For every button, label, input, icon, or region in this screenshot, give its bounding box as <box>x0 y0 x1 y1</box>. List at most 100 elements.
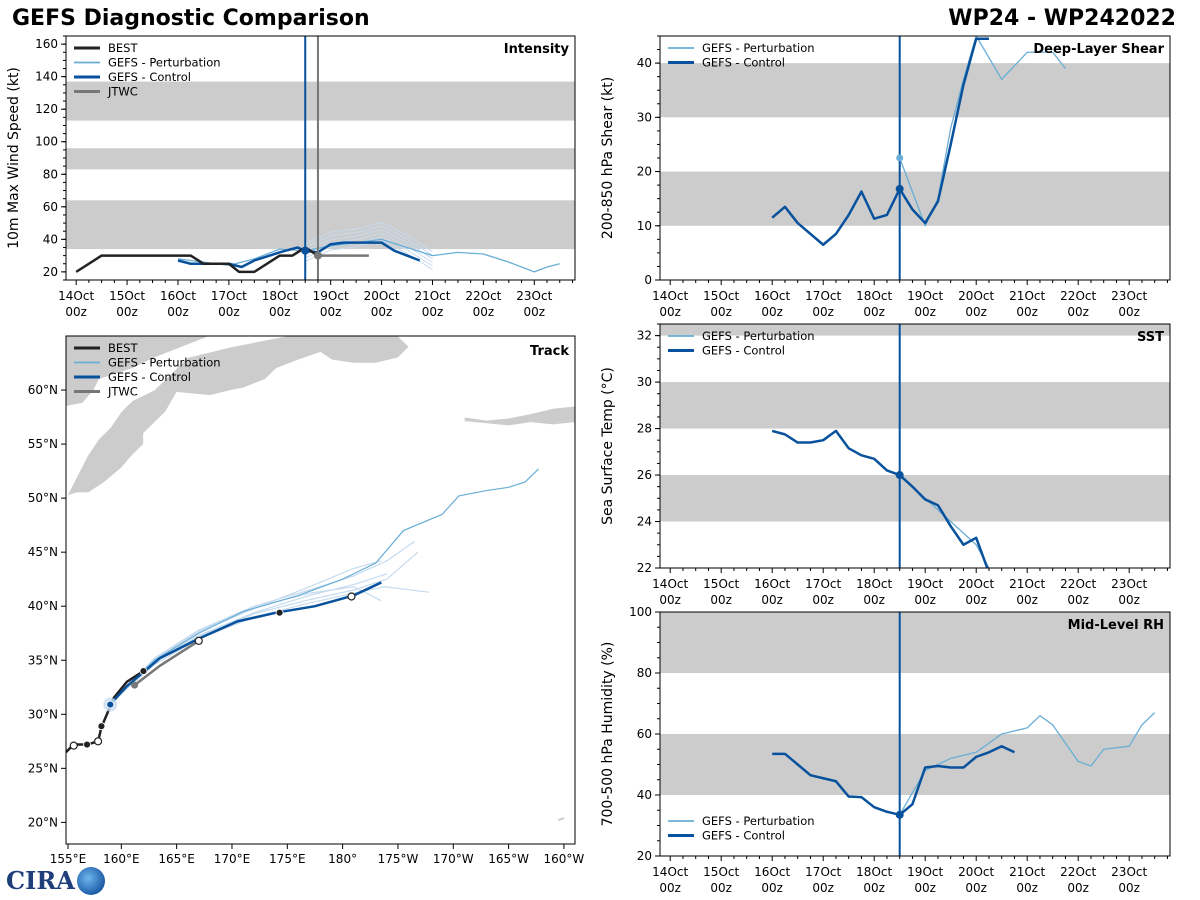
shear-xtick-label-hour: 00z <box>965 305 987 319</box>
intensity-xtick-label-day: 22Oct <box>465 289 501 303</box>
intensity-legend-label: JTWC <box>107 85 138 99</box>
shear-xtick-label-hour: 00z <box>1067 305 1089 319</box>
intensity-band-1 <box>66 148 575 170</box>
sst-xtick-label-hour: 00z <box>659 593 681 607</box>
rh-xtick-label-day: 16Oct <box>754 865 790 879</box>
intensity-ytick-label: 40 <box>43 232 58 246</box>
sst-ytick-label: 32 <box>637 329 652 343</box>
cira-logo: CIRA <box>6 866 105 895</box>
track-lon-label: 170°E <box>214 852 251 866</box>
sst-xtick-label-hour: 00z <box>1016 593 1038 607</box>
rh-xtick-label-hour: 00z <box>761 881 783 895</box>
track-lat-label: 55°N <box>28 437 58 451</box>
track-jtwc-line <box>133 639 200 687</box>
rh-xtick-label-hour: 00z <box>710 881 732 895</box>
rh-xtick-label-hour: 00z <box>965 881 987 895</box>
track-control-marker-open <box>347 592 356 601</box>
sst-panel-label: SST <box>1137 330 1164 345</box>
sst-xtick-label-day: 15Oct <box>703 577 739 591</box>
shear-perturbation-marker <box>896 154 904 162</box>
track-member-1 <box>109 551 419 704</box>
intensity-xtick-label-hour: 00z <box>320 305 342 319</box>
track-lon-label: 160°W <box>544 852 585 866</box>
intensity-band-2 <box>66 81 575 121</box>
track-lat-label: 35°N <box>28 653 58 667</box>
shear-xtick-label-hour: 00z <box>710 305 732 319</box>
track-legend-label: BEST <box>108 341 138 355</box>
sst-xtick-label-day: 23Oct <box>1111 577 1147 591</box>
rh-xtick-label-day: 22Oct <box>1060 865 1096 879</box>
sst-xtick-label-day: 22Oct <box>1060 577 1096 591</box>
track-lon-label: 175°E <box>269 852 306 866</box>
intensity-ytick-label: 100 <box>35 135 58 149</box>
track-lon-label: 155°E <box>50 852 87 866</box>
sst-ytick-label: 28 <box>637 422 652 436</box>
sst-frame <box>659 323 1171 569</box>
rh-xtick-label-day: 17Oct <box>805 865 841 879</box>
intensity-legend-label: GEFS - Perturbation <box>108 56 221 70</box>
shear-panel: 0 10 20 30 40 14Oct 00z 15Oct 00z 16Oct 00z 17Oct 00… <box>600 35 1171 319</box>
sst-xtick-label-day: 21Oct <box>1009 577 1045 591</box>
intensity-xtick-label-day: 21Oct <box>414 289 450 303</box>
track-lat-label: 40°N <box>28 599 58 613</box>
rh-band-1 <box>660 612 1170 673</box>
rh-xtick-label-hour: 00z <box>812 881 834 895</box>
shear-panel-label: Deep-Layer Shear <box>1033 42 1164 57</box>
sst-xtick-label-hour: 00z <box>863 593 885 607</box>
shear-xtick-label-day: 15Oct <box>703 289 739 303</box>
track-plot-area <box>66 336 575 822</box>
land-mass-2 <box>464 405 575 427</box>
land-mass-1 <box>66 336 210 407</box>
rh-xtick-label-hour: 00z <box>659 881 681 895</box>
rh-series-gefs-control <box>772 744 1015 817</box>
rh-xtick-label-day: 21Oct <box>1009 865 1045 879</box>
rh-xtick-label-day: 15Oct <box>703 865 739 879</box>
intensity-xtick-label-hour: 00z <box>371 305 393 319</box>
track-lon-label: 165°W <box>488 852 529 866</box>
rh-xtick-label-day: 19Oct <box>907 865 943 879</box>
intensity-xtick-label-day: 19Oct <box>313 289 349 303</box>
intensity-jtwc-marker <box>313 251 322 260</box>
sst-plot-area <box>771 429 990 568</box>
sst-series-gefs-control <box>771 429 989 568</box>
rh-ytick-label: 80 <box>637 666 652 680</box>
intensity-xtick-label-hour: 00z <box>269 305 291 319</box>
shear-xtick-label-day: 20Oct <box>958 289 994 303</box>
sst-xtick-label-hour: 00z <box>710 593 732 607</box>
rh-legend-label: GEFS - Control <box>702 829 785 843</box>
rh-ylabel: 700-500 hPa Humidity (%) <box>600 642 616 827</box>
figure-title: GEFS Diagnostic Comparison <box>12 6 370 31</box>
rh-control-marker <box>895 810 904 819</box>
shear-ytick-label: 20 <box>637 165 652 179</box>
shear-legend-label: GEFS - Control <box>702 56 785 70</box>
rh-xtick-label-day: 20Oct <box>958 865 994 879</box>
intensity-panel: 20 40 60 80 100 120 140 160 14Oct 00z 15Oct 00z 16Oc… <box>6 35 576 319</box>
track-lat-label: 25°N <box>28 761 58 775</box>
shear-legend-label: GEFS - Perturbation <box>702 41 815 55</box>
intensity-xtick-label-hour: 00z <box>218 305 240 319</box>
track-lon-label: 170°W <box>433 852 474 866</box>
shear-xtick-label-day: 19Oct <box>907 289 943 303</box>
track-control-marker <box>106 700 115 709</box>
intensity-member-line-3 <box>305 229 433 260</box>
sst-ytick-label: 22 <box>637 561 652 575</box>
cira-logo-text: CIRA <box>6 866 75 895</box>
rh-xtick-label-day: 14Oct <box>652 865 688 879</box>
sst-xtick-label-hour: 00z <box>812 593 834 607</box>
track-legend-label: GEFS - Control <box>108 370 191 384</box>
shear-xtick-label-hour: 00z <box>914 305 936 319</box>
rh-ytick-label: 20 <box>637 849 652 863</box>
track-best-marker <box>83 740 91 749</box>
intensity-xtick-label-hour: 00z <box>65 305 87 319</box>
sst-xtick-label-day: 20Oct <box>958 577 994 591</box>
track-best-marker <box>97 722 106 731</box>
shear-xtick-label-day: 23Oct <box>1111 289 1147 303</box>
sst-xtick-label-hour: 00z <box>1118 593 1140 607</box>
shear-control-marker <box>895 184 904 193</box>
shear-xtick-label-hour: 00z <box>1016 305 1038 319</box>
shear-xtick-label-day: 16Oct <box>754 289 790 303</box>
shear-xtick-label-day: 17Oct <box>805 289 841 303</box>
sst-panel: 22 24 26 28 30 32 14Oct 00z 15Oct 00z 16Oct 00z 17Oc… <box>600 323 1171 607</box>
track-panel-label: Track <box>530 344 569 359</box>
intensity-xtick-label-hour: 00z <box>473 305 495 319</box>
